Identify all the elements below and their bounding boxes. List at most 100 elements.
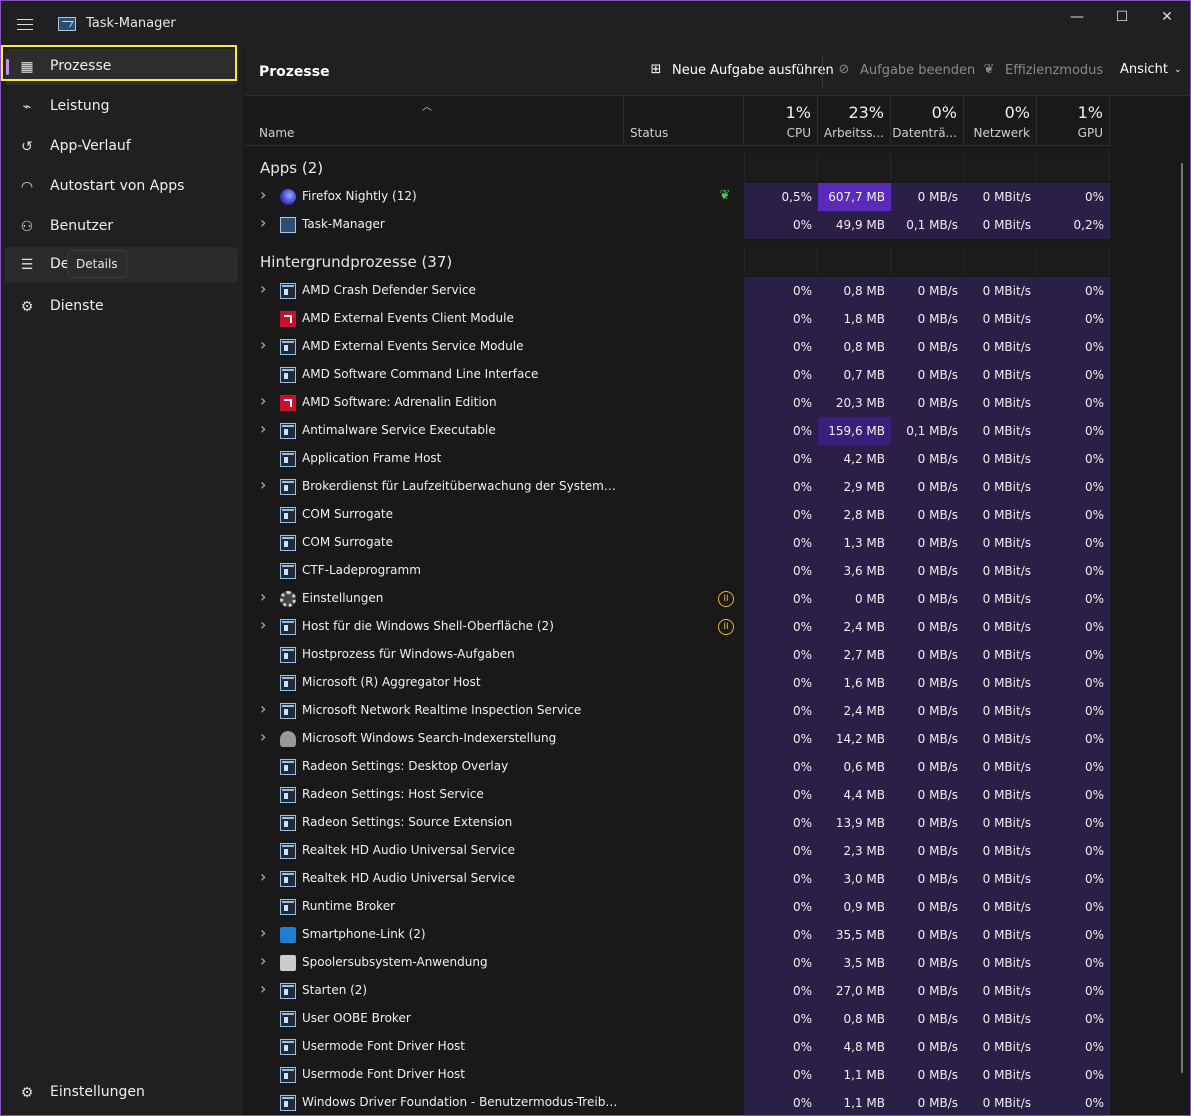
end-task-button[interactable]: ⊘ Aufgabe beenden [836, 62, 976, 78]
mem-cell: 0,8 MB [818, 1005, 891, 1033]
column-header-memory[interactable]: 23% Arbeitss... [818, 95, 891, 145]
table-row[interactable]: Runtime Broker 0% 0,9 MB 0 MB/s 0 MBit/s 0% [244, 893, 1110, 921]
gpu-cell: 0% [1037, 697, 1110, 725]
cpu-cell: 0% [744, 361, 818, 389]
disk-cell: 0 MB/s [891, 753, 964, 781]
sidebar-item-label: Prozesse [50, 58, 112, 74]
column-header-cpu[interactable]: 1% CPU [744, 95, 818, 145]
column-header-name[interactable]: Name [244, 95, 624, 145]
table-row[interactable]: › Spoolersubsystem-Anwendung 0% 3,5 MB 0 MB/… [244, 949, 1110, 977]
chevron-right-icon[interactable]: › [260, 475, 267, 494]
table-row[interactable]: AMD Software Command Line Interface 0% 0,7… [244, 361, 1110, 389]
chevron-right-icon[interactable]: › [260, 335, 267, 354]
view-menu-button[interactable]: Ansicht ⌄ [1120, 62, 1182, 77]
minimize-button[interactable]: — [1070, 9, 1084, 25]
close-button[interactable]: ✕ [1161, 9, 1173, 25]
column-header-gpu[interactable]: 1% GPU [1037, 95, 1110, 145]
chevron-right-icon[interactable]: › [260, 419, 267, 438]
gpu-cell: 0% [1037, 949, 1110, 977]
table-row[interactable]: COM Surrogate 0% 2,8 MB 0 MB/s 0 MBit/s 0% [244, 501, 1110, 529]
chevron-right-icon[interactable]: › [260, 213, 267, 232]
table-row[interactable]: › Host für die Windows Shell-Oberfläche (… [244, 613, 1110, 641]
table-row[interactable]: COM Surrogate 0% 1,3 MB 0 MB/s 0 MBit/s 0% [244, 529, 1110, 557]
table-row[interactable]: › Firefox Nightly (12) ❦ 0,5% 607,7 MB 0 MB/s… [244, 183, 1110, 211]
new-task-button[interactable]: ⊞ Neue Aufgabe ausführen [648, 62, 834, 78]
table-row[interactable]: › AMD External Events Service Module 0% 0,8… [244, 333, 1110, 361]
mem-cell: 4,2 MB [818, 445, 891, 473]
table-row[interactable]: › Realtek HD Audio Universal Service 0% 3,0… [244, 865, 1110, 893]
tooltip: Details [67, 250, 127, 278]
sidebar-item-settings[interactable]: ⚙ Einstellungen [5, 1075, 238, 1111]
gpu-cell: 0% [1037, 473, 1110, 501]
cpu-cell: 0% [744, 865, 818, 893]
chevron-right-icon[interactable]: › [260, 185, 267, 204]
table-row[interactable]: Windows Driver Foundation - Benutzermodu… [244, 1089, 1110, 1115]
table-row[interactable]: Hostprozess für Windows-Aufgaben 0% 2,7 MB… [244, 641, 1110, 669]
sidebar-item-processes[interactable]: ▦ Prozesse [5, 49, 238, 85]
chevron-right-icon[interactable]: › [260, 391, 267, 410]
gpu-cell: 0% [1037, 277, 1110, 305]
table-row[interactable]: › Microsoft Windows Search-Indexerstellun… [244, 725, 1110, 753]
table-row[interactable]: Radeon Settings: Host Service 0% 4,4 MB 0 M… [244, 781, 1110, 809]
chevron-right-icon[interactable]: › [260, 867, 267, 886]
sidebar-item-label: Autostart von Apps [50, 178, 185, 194]
table-row[interactable]: › Smartphone-Link (2) 0% 35,5 MB 0 MB/s 0 MBi… [244, 921, 1110, 949]
table-row[interactable]: Radeon Settings: Desktop Overlay 0% 0,6 MB… [244, 753, 1110, 781]
mem-cell: 1,1 MB [818, 1089, 891, 1115]
process-name: Windows Driver Foundation - Benutzermodu… [302, 1095, 620, 1109]
net-cell: 0 MBit/s [964, 417, 1037, 445]
mem-cell: 3,6 MB [818, 557, 891, 585]
table-row[interactable]: Usermode Font Driver Host 0% 4,8 MB 0 MB/s 0… [244, 1033, 1110, 1061]
table-row[interactable]: › AMD Crash Defender Service 0% 0,8 MB 0 MB/… [244, 277, 1110, 305]
process-icon [280, 479, 296, 495]
chevron-right-icon[interactable]: › [260, 279, 267, 298]
sidebar-item-label: Dienste [50, 298, 104, 314]
table-row[interactable]: › Microsoft Network Realtime Inspection S… [244, 697, 1110, 725]
chevron-right-icon[interactable]: › [260, 727, 267, 746]
chevron-right-icon[interactable]: › [260, 615, 267, 634]
scrollbar[interactable] [1181, 163, 1183, 1073]
sidebar-item-services[interactable]: ⚙ Dienste [5, 289, 238, 325]
table-row[interactable]: › AMD Software: Adrenalin Edition 0% 20,3 M… [244, 389, 1110, 417]
gpu-cell: 0% [1037, 445, 1110, 473]
table-row[interactable]: › Antimalware Service Executable 0% 159,6 M… [244, 417, 1110, 445]
column-header-network[interactable]: 0% Netzwerk [964, 95, 1037, 145]
group-header[interactable]: Apps (2) [244, 153, 1110, 181]
sidebar-item-users[interactable]: ⚇ Benutzer [5, 209, 238, 245]
efficiency-mode-button[interactable]: ❦ Effizienzmodus [981, 62, 1104, 78]
table-row[interactable]: Application Frame Host 0% 4,2 MB 0 MB/s 0 MB… [244, 445, 1110, 473]
empty-cell [891, 247, 964, 275]
table-row[interactable]: CTF-Ladeprogramm 0% 3,6 MB 0 MB/s 0 MBit/s 0% [244, 557, 1110, 585]
group-header[interactable]: Hintergrundprozesse (37) [244, 247, 1110, 275]
table-row[interactable]: Usermode Font Driver Host 0% 1,1 MB 0 MB/s 0… [244, 1061, 1110, 1089]
table-row[interactable]: Radeon Settings: Source Extension 0% 13,9 … [244, 809, 1110, 837]
chevron-right-icon[interactable]: › [260, 951, 267, 970]
column-header-disk[interactable]: 0% Datenträ... [891, 95, 964, 145]
process-icon [280, 283, 296, 299]
chevron-right-icon[interactable]: › [260, 699, 267, 718]
net-cell: 0 MBit/s [964, 557, 1037, 585]
table-row[interactable]: Realtek HD Audio Universal Service 0% 2,3 … [244, 837, 1110, 865]
chevron-right-icon[interactable]: › [260, 587, 267, 606]
chevron-right-icon[interactable]: › [260, 979, 267, 998]
sidebar-item-app-history[interactable]: ↺ App-Verlauf [5, 129, 238, 165]
table-row[interactable]: › Task-Manager 0% 49,9 MB 0,1 MB/s 0 MBit/s 0,… [244, 211, 1110, 239]
processes-icon: ▦ [20, 59, 34, 75]
maximize-button[interactable]: ☐ [1115, 9, 1129, 25]
disk-cell: 0,1 MB/s [891, 417, 964, 445]
table-row[interactable]: › Brokerdienst für Laufzeitüberwachung de… [244, 473, 1110, 501]
chevron-right-icon[interactable]: › [260, 923, 267, 942]
table-row[interactable]: User OOBE Broker 0% 0,8 MB 0 MB/s 0 MBit/s 0% [244, 1005, 1110, 1033]
process-name: Task-Manager [302, 217, 385, 231]
table-row[interactable]: › Einstellungen II 0% 0 MB 0 MB/s 0 MBit/s 0% [244, 585, 1110, 613]
sidebar-item-startup[interactable]: ◠ Autostart von Apps [5, 169, 238, 205]
details-icon: ☰ [20, 257, 34, 273]
process-icon [280, 563, 296, 579]
column-header-status[interactable]: Status [624, 95, 744, 145]
table-row[interactable]: › Starten (2) 0% 27,0 MB 0 MB/s 0 MBit/s 0% [244, 977, 1110, 1005]
process-icon [280, 451, 296, 467]
table-row[interactable]: Microsoft (R) Aggregator Host 0% 1,6 MB 0 M… [244, 669, 1110, 697]
sidebar-item-performance[interactable]: ⌁ Leistung [5, 89, 238, 125]
table-row[interactable]: AMD External Events Client Module 0% 1,8 M… [244, 305, 1110, 333]
menu-icon[interactable] [15, 15, 35, 33]
